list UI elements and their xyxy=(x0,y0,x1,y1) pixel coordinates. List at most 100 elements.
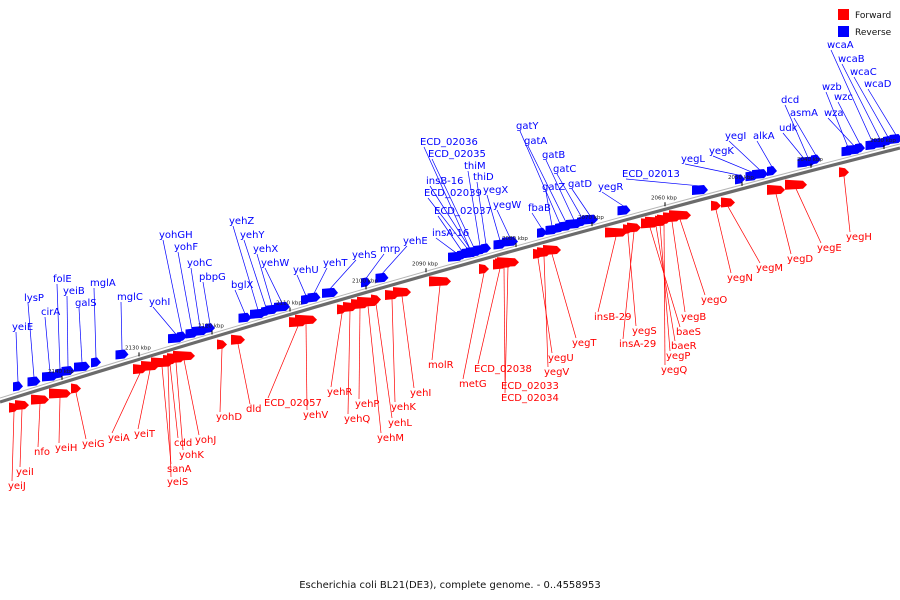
leader-line xyxy=(649,227,681,328)
gene-label-yehl: yehL xyxy=(388,418,412,429)
gene-label-yehy: yehY xyxy=(240,230,265,241)
gene-arrow-yegn xyxy=(711,200,721,211)
gene-arrow-fbab xyxy=(537,227,547,238)
leader-line xyxy=(467,170,481,247)
leader-line xyxy=(58,397,61,444)
leader-line xyxy=(715,209,732,274)
leader-line xyxy=(775,193,792,255)
leader-line xyxy=(162,239,183,333)
gene-arrow-gatd xyxy=(582,214,598,225)
gene-label-yehv: yehV xyxy=(303,410,328,421)
gene-label-yegx: yegX xyxy=(483,185,508,196)
gene-label-insb-16: insB-16 xyxy=(426,176,464,187)
gene-arrow-yegw xyxy=(502,236,518,247)
gene-arrow-yegm xyxy=(721,197,735,208)
gene-arrow-yeib xyxy=(61,365,75,376)
leader-line xyxy=(401,296,415,389)
gene-label-mgla: mglA xyxy=(90,278,116,289)
leader-line xyxy=(175,362,184,451)
leader-line xyxy=(330,313,343,388)
gene-label-yegw: yegW xyxy=(493,200,521,211)
leader-line xyxy=(827,117,855,146)
leader-line xyxy=(78,307,83,363)
gene-arrow-yeig xyxy=(71,383,81,394)
leader-line xyxy=(853,76,889,138)
gene-label-yegs: yegS xyxy=(632,326,657,337)
gene-label-yeih: yeiH xyxy=(55,443,77,454)
leader-line xyxy=(177,251,193,330)
gene-label-yehq: yehQ xyxy=(344,414,370,425)
gene-label-asma: asmA xyxy=(790,108,818,119)
gene-label-yeia: yeiA xyxy=(108,433,130,444)
tick-label: 2070 kbp xyxy=(578,215,604,221)
gene-arrow-alka xyxy=(767,165,777,176)
leader-line xyxy=(75,392,87,440)
leader-line xyxy=(437,215,463,252)
leader-line xyxy=(435,237,457,254)
leader-line xyxy=(476,181,487,245)
leader-line xyxy=(627,233,637,327)
gene-label-udk: udk xyxy=(779,123,798,134)
gene-label-yehu: yehU xyxy=(293,265,319,276)
gene-label-yegi: yegI xyxy=(725,131,746,142)
gene-arrow-molr xyxy=(429,276,451,287)
leader-line xyxy=(527,145,567,223)
leader-line xyxy=(243,239,267,308)
gene-arrow-yegh xyxy=(839,167,849,178)
gene-label-yehz: yehZ xyxy=(229,216,254,227)
gene-label-insa-16: insA-16 xyxy=(432,228,469,239)
leader-line xyxy=(66,295,69,367)
leader-line xyxy=(15,331,19,383)
leader-line xyxy=(597,236,617,313)
gene-label-ecd-02013: ECD_02013 xyxy=(622,169,680,180)
gene-label-yegn: yegN xyxy=(727,273,753,284)
gene-arrow-yehi xyxy=(393,287,411,298)
gene-label-yeie: yeiE xyxy=(12,322,33,333)
leader-line xyxy=(712,155,753,173)
gene-label-yegk: yegK xyxy=(709,146,734,157)
gene-label-yegv: yegV xyxy=(544,367,569,378)
gene-label-dcd: dcd xyxy=(781,95,799,106)
gene-label-baes: baeS xyxy=(676,327,701,338)
leader-line xyxy=(111,372,141,434)
gene-label-ecd-02038: ECD_02038 xyxy=(474,364,532,375)
legend-reverse-swatch xyxy=(838,26,849,37)
gene-label-yegq: yegQ xyxy=(661,365,687,376)
leader-line xyxy=(830,49,873,142)
gene-label-mglc: mglC xyxy=(117,292,143,303)
leader-line xyxy=(11,411,15,482)
gene-label-gals: galS xyxy=(75,298,97,309)
leader-line xyxy=(782,132,805,159)
leader-line xyxy=(183,359,200,436)
gene-label-ecd-02035: ECD_02035 xyxy=(428,149,486,160)
gene-arrow-insa-29 xyxy=(627,222,641,233)
gene-label-ecd-02037: ECD_02037 xyxy=(434,206,492,217)
leader-line xyxy=(202,281,211,325)
tick-label: 2090 kbp xyxy=(412,261,438,267)
leader-line xyxy=(625,178,701,187)
leader-line xyxy=(152,306,177,335)
leader-line xyxy=(795,188,822,244)
tick-label: 2110 kbp xyxy=(276,300,302,306)
leader-line xyxy=(825,91,849,148)
gene-label-wcab: wcaB xyxy=(838,54,865,65)
leader-line xyxy=(137,369,151,430)
gene-arrow-wcad xyxy=(889,134,900,145)
gene-arrow-ecd-02036 xyxy=(465,247,475,258)
legend-forward-label: Forward xyxy=(855,11,891,21)
gene-arrow-yeht xyxy=(307,292,321,303)
leader-line xyxy=(427,197,469,250)
gene-label-yeit: yeiT xyxy=(134,429,156,440)
leader-line xyxy=(486,194,501,241)
gene-arrow-mgla xyxy=(91,357,101,368)
gene-label-wcaa: wcaA xyxy=(827,40,854,51)
legend-forward-swatch xyxy=(838,9,849,20)
gene-label-wzb: wzb xyxy=(822,82,842,93)
leader-line xyxy=(234,289,246,314)
leader-line xyxy=(313,267,328,294)
gene-arrow-wzc xyxy=(855,143,865,154)
gene-label-dld: dld xyxy=(246,404,261,415)
gene-label-fole: folE xyxy=(53,274,72,285)
